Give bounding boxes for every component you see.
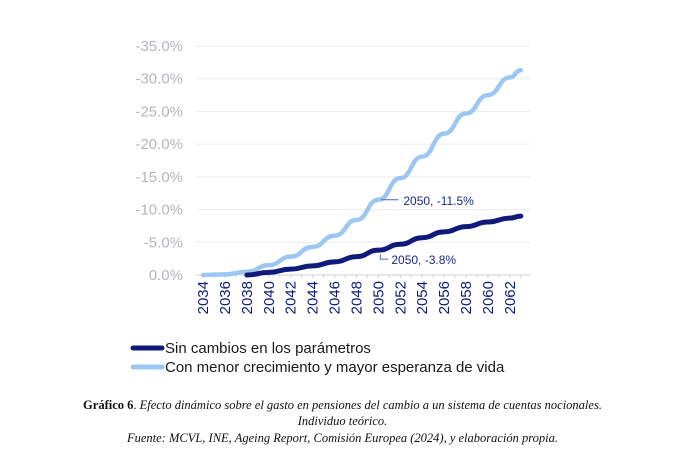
- x-tick-label: 2040: [261, 281, 278, 314]
- x-tick-label: 2048: [348, 281, 365, 314]
- y-tick-label: -15.0%: [135, 169, 183, 186]
- x-tick-label: 2052: [392, 281, 409, 314]
- data-label: 2050, -3.8%: [379, 253, 456, 267]
- x-tick-label: 2034: [195, 281, 212, 314]
- y-tick-label: -5.0%: [144, 234, 183, 251]
- line-chart: 0.0% -5.0% -10.0% -15.0% -20.0% -25.0% -30.0% -…: [130, 38, 530, 376]
- x-tick-label: 2038: [239, 281, 256, 314]
- caption-text: Efecto dinámico sobre el gasto en pensio…: [139, 398, 602, 412]
- y-tick-label: 0.0%: [149, 267, 183, 284]
- x-tick-label: 2054: [414, 281, 431, 314]
- y-tick-label: -35.0%: [135, 38, 183, 55]
- x-tick-label: 2044: [305, 281, 322, 314]
- data-label: 2050, -11.5%: [381, 194, 474, 208]
- caption-line2: Individuo teórico.: [0, 414, 685, 429]
- legend-label: Con menor crecimiento y mayor esperanza …: [165, 359, 505, 376]
- caption-sep: .: [133, 398, 140, 412]
- x-tick-label: 2036: [217, 281, 234, 314]
- x-tick-label: 2050: [370, 281, 387, 314]
- y-tick-label: -25.0%: [135, 103, 183, 120]
- x-tick-label: 2060: [480, 281, 497, 314]
- legend-label: Sin cambios en los parámetros: [165, 340, 371, 357]
- caption-line2-text: Individuo teórico.: [297, 414, 388, 428]
- y-tick-label: -10.0%: [135, 202, 183, 219]
- x-tick-label: 2058: [458, 281, 475, 314]
- caption-title: Gráfico 6. Efecto dinámico sobre el gast…: [0, 398, 685, 413]
- caption-source-text: Fuente: MCVL, INE, Ageing Report, Comisi…: [126, 431, 559, 445]
- caption-label: Gráfico 6: [83, 398, 134, 412]
- data-label-text: 2050, -11.5%: [403, 194, 474, 208]
- data-label-text: 2050, -3.8%: [391, 253, 456, 267]
- x-tick-label: 2046: [327, 281, 344, 314]
- series-line-2: [200, 67, 524, 278]
- caption-source: Fuente: MCVL, INE, Ageing Report, Comisi…: [0, 431, 685, 446]
- y-tick-label: -30.0%: [135, 71, 183, 88]
- x-tick-label: 2062: [502, 281, 519, 314]
- leader-line: [379, 254, 389, 260]
- y-tick-label: -20.0%: [135, 136, 183, 153]
- x-tick-label: 2056: [436, 281, 453, 314]
- series-line-1: [244, 213, 524, 278]
- x-tick-label: 2042: [283, 281, 300, 314]
